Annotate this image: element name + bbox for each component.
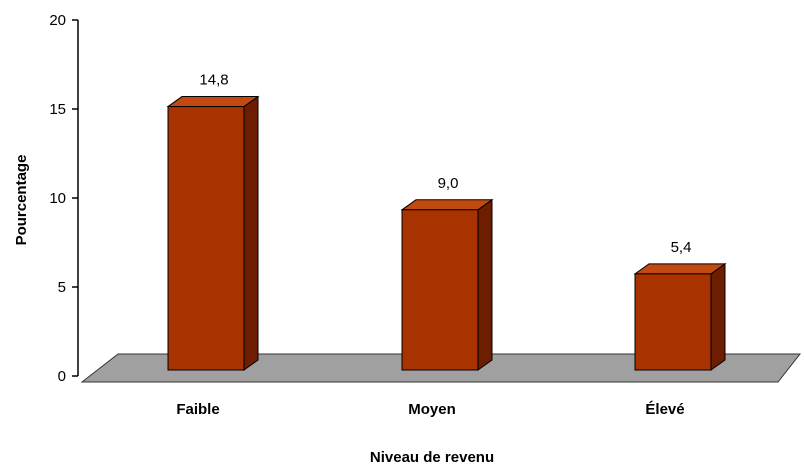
x-tick-label: Élevé (645, 401, 684, 418)
y-tick-label: 5 (58, 279, 66, 296)
y-tick-label: 15 (49, 101, 66, 118)
bar (635, 264, 725, 370)
y-tick-label: 20 (49, 12, 66, 29)
x-axis-title: Niveau de revenu (370, 449, 494, 466)
bar (402, 200, 492, 370)
data-label: 14,8 (199, 72, 228, 89)
bar-top-face (168, 97, 258, 107)
y-axis-title: Pourcentage (13, 155, 30, 246)
bar-side-face (244, 97, 258, 370)
bar-front-face (635, 274, 711, 370)
bar-side-face (478, 200, 492, 370)
x-tick-label: Moyen (408, 401, 456, 418)
y-tick-label: 10 (49, 190, 66, 207)
x-tick-label: Faible (176, 401, 219, 418)
bar-side-face (711, 264, 725, 370)
bar-front-face (402, 210, 478, 370)
y-tick-label: 0 (58, 368, 66, 385)
bar-top-face (402, 200, 492, 210)
bar-top-face (635, 264, 725, 274)
data-label: 5,4 (671, 239, 692, 256)
data-label: 9,0 (438, 175, 459, 192)
bar-front-face (168, 107, 244, 370)
bar (168, 97, 258, 370)
